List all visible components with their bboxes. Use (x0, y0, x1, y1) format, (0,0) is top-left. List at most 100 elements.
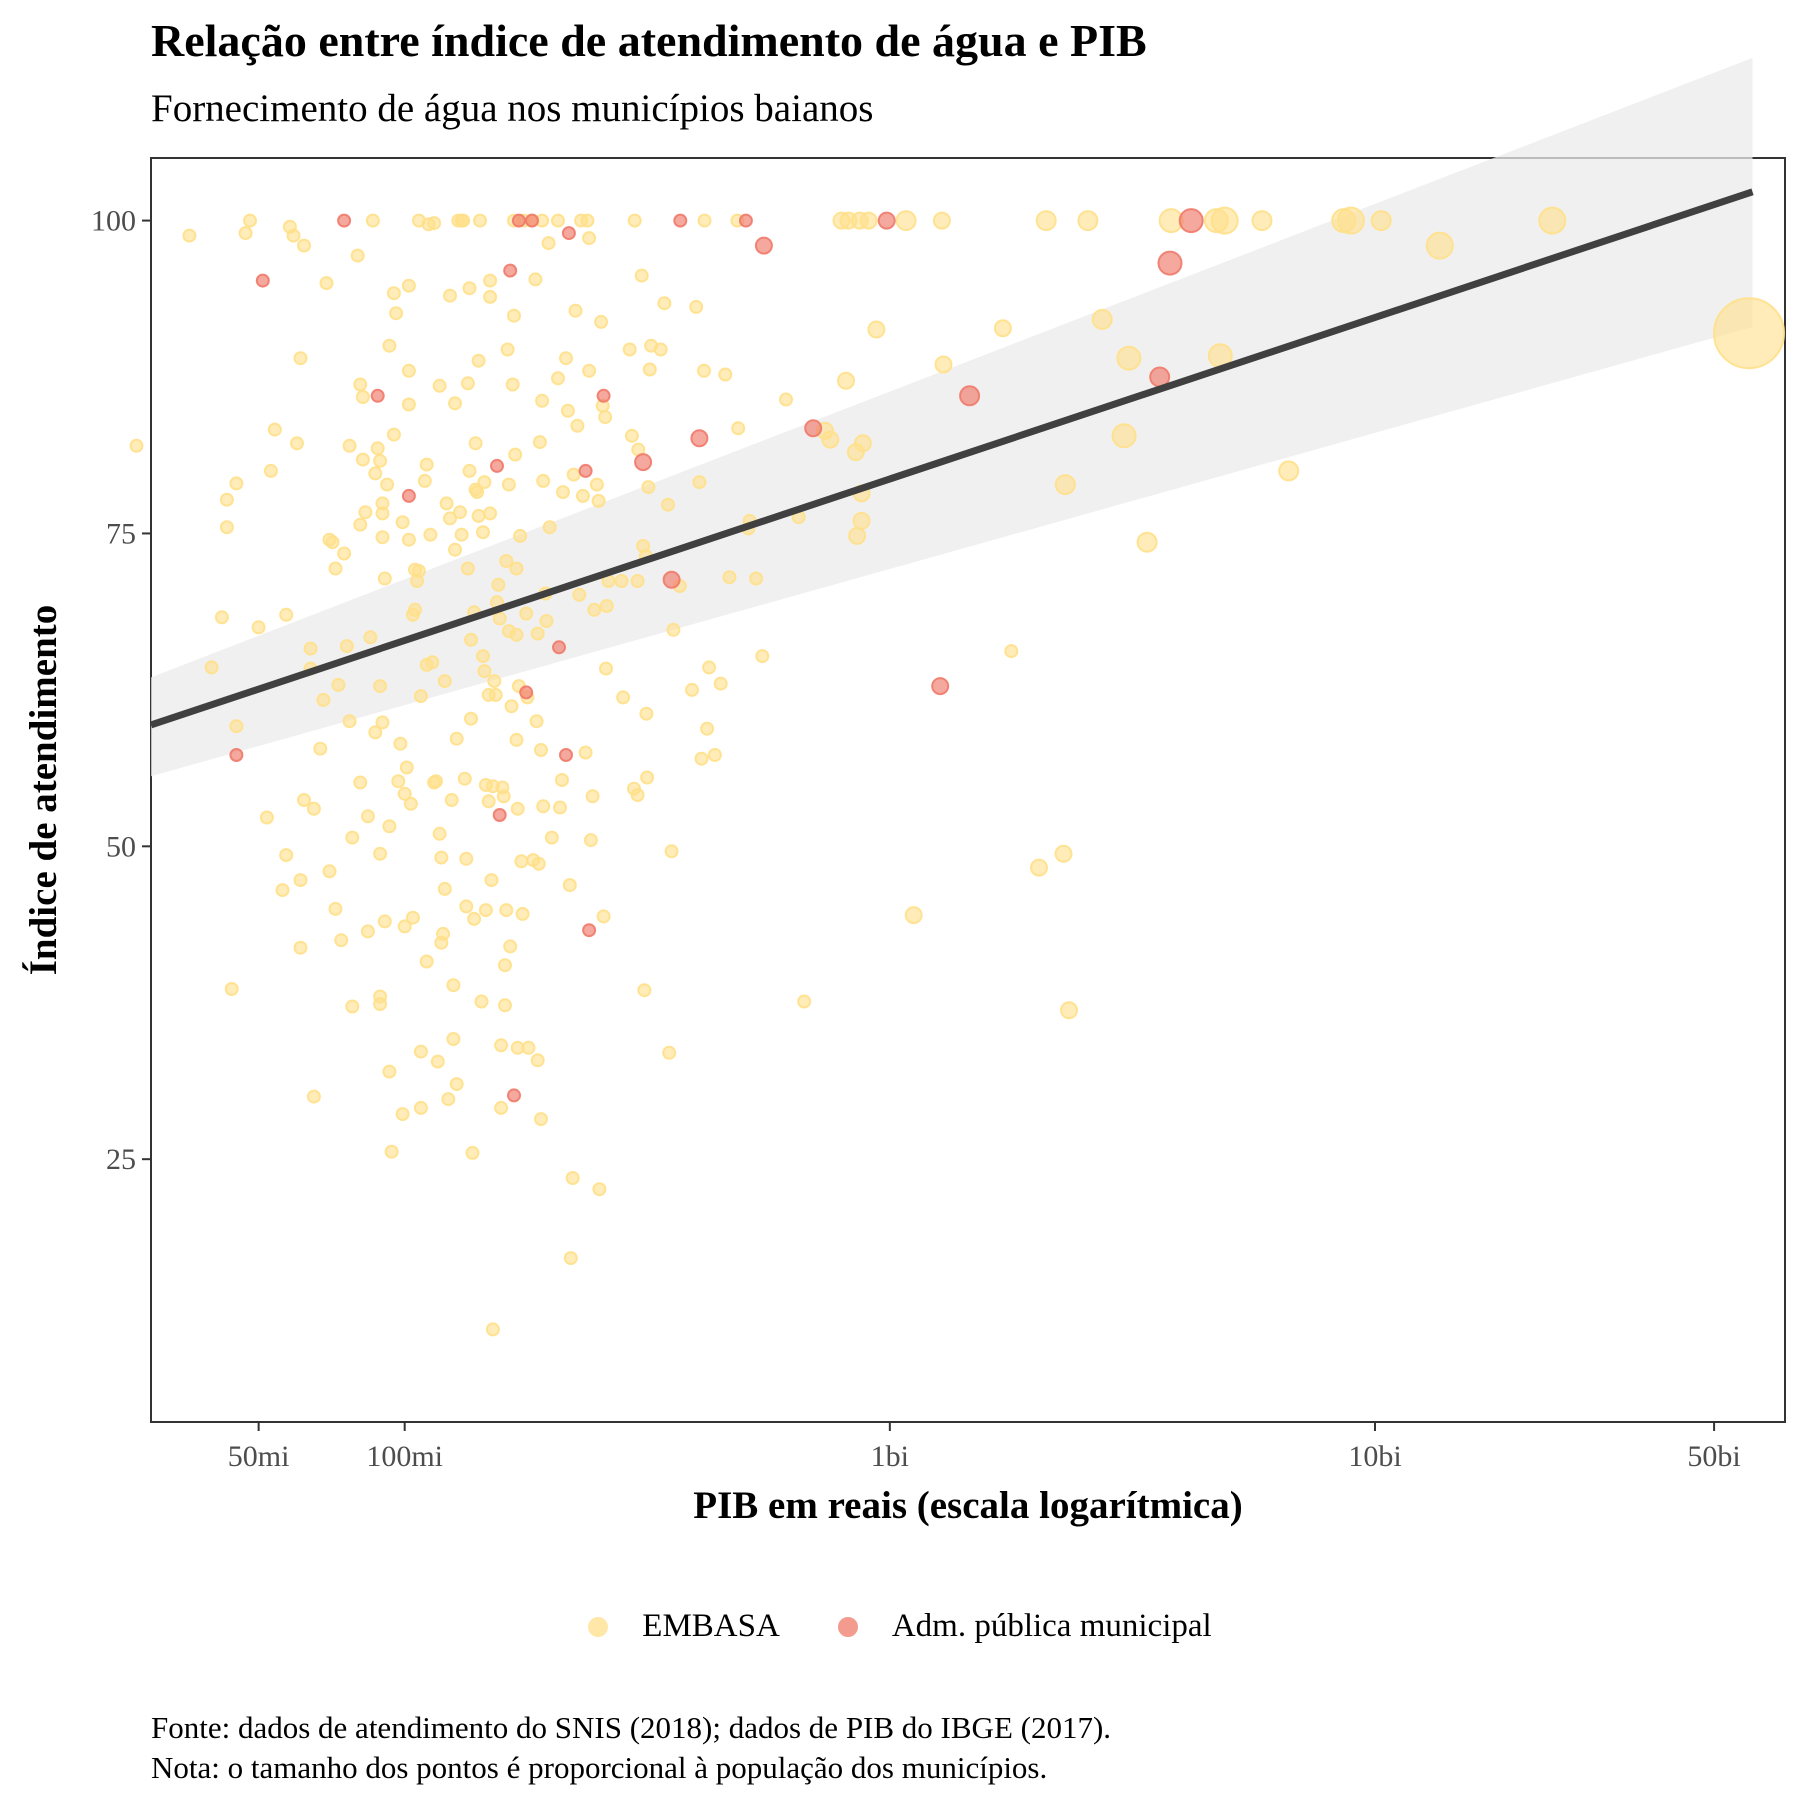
point-embasa (491, 577, 506, 592)
point-embasa (624, 428, 639, 443)
point-embasa (430, 1054, 445, 1069)
point-embasa (316, 692, 331, 707)
point-embasa (697, 213, 712, 228)
point-embasa (797, 994, 812, 1009)
point-embasa (401, 363, 416, 378)
point-embasa (494, 1038, 509, 1053)
point-embasa (454, 527, 469, 542)
trend-line (149, 188, 1754, 729)
point-embasa (499, 554, 514, 568)
point-embasa (697, 363, 711, 378)
point-embasa (664, 844, 679, 859)
points-layer (129, 206, 1785, 1337)
point-adm-publica (690, 429, 709, 448)
point-embasa (1060, 1001, 1078, 1020)
point-embasa (702, 660, 717, 675)
point-adm-publica (738, 213, 753, 228)
point-embasa (325, 535, 340, 550)
point-embasa (293, 940, 308, 955)
point-adm-publica (507, 1088, 521, 1103)
point-embasa (616, 690, 631, 705)
point-adm-publica (503, 263, 518, 278)
point-embasa (468, 436, 483, 451)
point-embasa (755, 649, 770, 664)
point-embasa (536, 799, 551, 814)
point-embasa (1030, 858, 1048, 877)
point-embasa (1278, 460, 1300, 482)
point-embasa (484, 873, 499, 888)
point-embasa (859, 211, 878, 230)
point-embasa (375, 715, 390, 730)
point-adm-publica (582, 923, 597, 938)
point-embasa (462, 463, 477, 478)
point-adm-publica (370, 388, 385, 403)
point-embasa (219, 520, 234, 535)
caption-source: Fonte: dados de atendimento do SNIS (201… (151, 1710, 1112, 1745)
point-embasa (403, 796, 418, 811)
point-embasa (279, 848, 294, 863)
point-embasa (467, 911, 482, 926)
point-adm-publica (931, 677, 950, 696)
point-embasa (530, 626, 545, 641)
point-embasa (460, 561, 475, 576)
point-embasa (328, 561, 343, 576)
point-embasa (514, 854, 529, 869)
point-embasa (707, 748, 722, 762)
point-embasa (749, 571, 764, 586)
point-embasa (365, 213, 380, 228)
point-adm-publica (959, 385, 981, 407)
point-embasa (1111, 423, 1137, 449)
point-adm-publica (511, 213, 526, 228)
point-embasa (401, 278, 416, 293)
point-embasa (470, 485, 485, 500)
point-embasa (904, 906, 923, 925)
point-embasa (382, 1064, 397, 1079)
point-embasa (594, 314, 609, 329)
point-embasa (459, 899, 474, 914)
point-embasa (565, 1171, 580, 1185)
point-embasa (662, 1045, 677, 1060)
point-embasa (562, 878, 577, 893)
point-embasa (575, 488, 590, 503)
x-tick-label: 50mi (228, 1440, 290, 1473)
point-embasa (419, 457, 434, 472)
point-embasa (534, 1112, 548, 1127)
point-embasa (722, 570, 737, 585)
point-embasa (413, 1100, 428, 1115)
point-embasa (531, 856, 546, 871)
point-adm-publica (492, 808, 507, 822)
point-embasa (501, 477, 516, 492)
point-embasa (837, 371, 855, 390)
point-embasa (509, 561, 524, 576)
point-embasa (566, 467, 581, 482)
point-embasa (1336, 206, 1365, 235)
point-embasa (229, 476, 244, 491)
point-embasa (417, 473, 432, 488)
point-embasa (243, 213, 257, 228)
point-embasa (1713, 297, 1785, 370)
point-adm-publica (561, 226, 576, 241)
point-embasa (492, 611, 507, 626)
point-embasa (391, 774, 406, 789)
point-embasa (204, 660, 219, 675)
point-embasa (363, 630, 378, 645)
point-embasa (377, 914, 392, 929)
point-embasa (895, 210, 917, 232)
point-embasa (401, 397, 416, 412)
point-embasa (508, 447, 523, 462)
point-embasa (596, 909, 611, 924)
axes-layer: 50mi 100mi 1bi 10bi 50bi 25 50 75 100 (91, 205, 1741, 1473)
point-adm-publica (337, 213, 352, 228)
legend: EMBASA Adm. pública municipal (0, 1608, 1800, 1645)
point-embasa (499, 903, 514, 918)
point-embasa (441, 1092, 456, 1107)
point-embasa (464, 632, 478, 647)
point-embasa (551, 371, 565, 386)
point-embasa (436, 926, 451, 941)
point-embasa (313, 741, 328, 756)
point-embasa (563, 1251, 578, 1266)
point-adm-publica (673, 213, 688, 228)
point-embasa (219, 492, 234, 507)
point-embasa (462, 281, 477, 296)
